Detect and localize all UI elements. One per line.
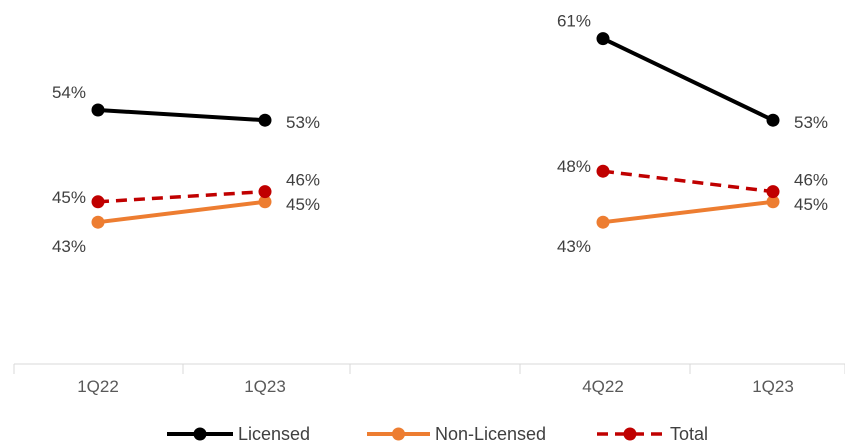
x-axis: 1Q22 1Q23 4Q22 1Q23 (13, 363, 845, 396)
total-data-label: 46% (794, 171, 828, 190)
legend-total-label: Total (670, 424, 708, 444)
total-data-label: 46% (286, 171, 320, 190)
licensed-series-line (97, 108, 266, 123)
total-series-line (97, 189, 266, 204)
licensed-data-label: 53% (286, 113, 320, 132)
x-tick-label: 1Q23 (752, 377, 794, 396)
non-licensed-data-label: 43% (557, 237, 591, 256)
licensed-point (258, 113, 272, 127)
licensed-point (91, 103, 105, 117)
x-tick-label: 1Q22 (77, 377, 119, 396)
legend-licensed-marker (193, 427, 207, 441)
non-licensed-point (258, 195, 272, 209)
non-licensed-series-line (97, 199, 266, 225)
x-tick-label: 1Q23 (244, 377, 286, 396)
licensed-point (766, 113, 780, 127)
licensed-data-label: 61% (557, 12, 591, 31)
licensed-data-label: 53% (794, 113, 828, 132)
total-data-label: 48% (557, 157, 591, 176)
total-point (596, 164, 610, 178)
total-point (91, 195, 105, 209)
legend-total-marker (623, 427, 637, 441)
non-licensed-data-label: 43% (52, 237, 86, 256)
non-licensed-series-line (602, 199, 774, 225)
total-point (258, 185, 272, 199)
legend-non-licensed-marker (392, 427, 405, 441)
non-licensed-point (596, 215, 610, 229)
non-licensed-data-label: 45% (286, 195, 320, 214)
data-labels: 54% 53% 43% 45% 45% 46% 61% 53% 43% 45% 48% 46% (52, 12, 828, 257)
licensed-series-line (602, 36, 774, 123)
licensed-point (596, 32, 610, 46)
total-series-line (602, 169, 774, 194)
x-tick-label: 4Q22 (582, 377, 624, 396)
legend-licensed-label: Licensed (238, 424, 310, 444)
legend-non-licensed-label: Non-Licensed (435, 424, 546, 444)
total-data-label: 45% (52, 188, 86, 207)
legend: Licensed Non-Licensed Total (167, 424, 708, 444)
non-licensed-point (91, 215, 105, 229)
total-point (766, 185, 780, 199)
plot-area (91, 32, 780, 229)
licensed-data-label: 54% (52, 83, 86, 102)
non-licensed-point (766, 195, 780, 209)
non-licensed-data-label: 45% (794, 195, 828, 214)
